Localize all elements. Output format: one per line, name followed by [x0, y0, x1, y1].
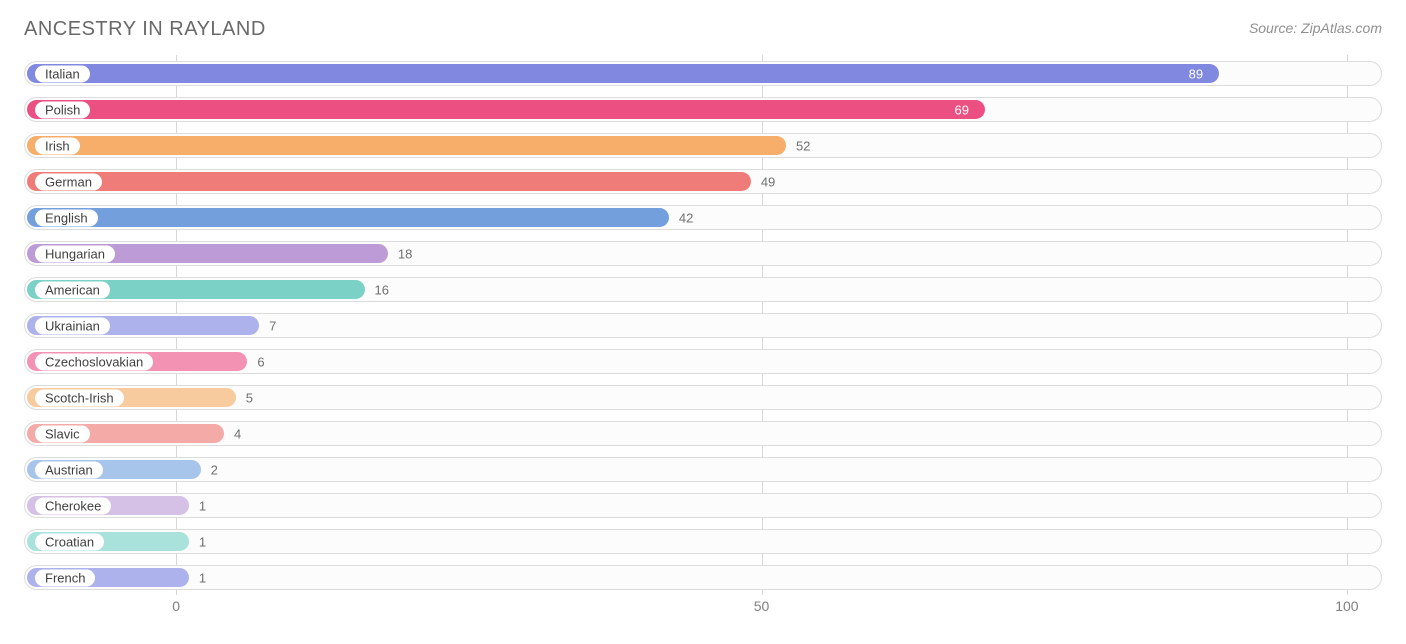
value-label: 7 — [269, 318, 276, 333]
bars-container: Italian89Polish69Irish52German49English4… — [24, 55, 1382, 590]
bar-row: Croatian 1 — [24, 529, 1382, 554]
category-label: Irish — [35, 137, 80, 154]
x-axis: 0 50 100 — [24, 594, 1382, 624]
category-label: Hungarian — [35, 245, 115, 262]
category-label: English — [35, 209, 98, 226]
x-tick: 0 — [172, 598, 180, 614]
value-label: 1 — [199, 570, 206, 585]
bar-row: Scotch-Irish 5 — [24, 385, 1382, 410]
bar-row: Cherokee 1 — [24, 493, 1382, 518]
bar-row: German 49 — [24, 169, 1382, 194]
bar-row: Ukrainian 7 — [24, 313, 1382, 338]
bar-row: Slavic 4 — [24, 421, 1382, 446]
category-label: French — [35, 569, 95, 586]
chart-area: Italian89Polish69Irish52German49English4… — [0, 51, 1406, 595]
category-label: Polish — [35, 101, 90, 118]
x-tick: 100 — [1335, 598, 1358, 614]
value-label: 89 — [1189, 66, 1203, 81]
category-label: German — [35, 173, 102, 190]
category-label: Croatian — [35, 533, 104, 550]
value-label: 5 — [246, 390, 253, 405]
category-label: Austrian — [35, 461, 103, 478]
value-label: 49 — [761, 174, 775, 189]
bar-row: Italian 89 — [24, 61, 1382, 86]
value-label: 52 — [796, 138, 810, 153]
x-tick: 50 — [754, 598, 770, 614]
category-label: Czechoslovakian — [35, 353, 153, 370]
category-label: Scotch-Irish — [35, 389, 124, 406]
bar-fill — [27, 136, 786, 155]
bar-row: American 16 — [24, 277, 1382, 302]
category-label: Italian — [35, 65, 90, 82]
bar-fill — [27, 208, 669, 227]
bar-row: English 42 — [24, 205, 1382, 230]
chart-plot: Italian89Polish69Irish52German49English4… — [24, 55, 1382, 595]
bar-row: Irish 52 — [24, 133, 1382, 158]
bar-row: Austrian 2 — [24, 457, 1382, 482]
chart-header: ANCESTRY IN RAYLAND Source: ZipAtlas.com — [0, 0, 1406, 51]
value-label: 69 — [955, 102, 969, 117]
value-label: 1 — [199, 498, 206, 513]
value-label: 6 — [257, 354, 264, 369]
value-label: 2 — [211, 462, 218, 477]
value-label: 4 — [234, 426, 241, 441]
chart-title: ANCESTRY IN RAYLAND — [24, 18, 266, 41]
value-label: 16 — [375, 282, 389, 297]
bar-row: Polish 69 — [24, 97, 1382, 122]
value-label: 18 — [398, 246, 412, 261]
category-label: American — [35, 281, 110, 298]
bar-row: Czechoslovakian 6 — [24, 349, 1382, 374]
bar-row: Hungarian 18 — [24, 241, 1382, 266]
value-label: 42 — [679, 210, 693, 225]
bar-fill — [27, 172, 751, 191]
bar-row: French 1 — [24, 565, 1382, 590]
category-label: Cherokee — [35, 497, 111, 514]
bar-fill — [27, 64, 1219, 83]
category-label: Ukrainian — [35, 317, 110, 334]
bar-fill — [27, 100, 985, 119]
category-label: Slavic — [35, 425, 90, 442]
value-label: 1 — [199, 534, 206, 549]
source-label: Source: ZipAtlas.com — [1249, 18, 1382, 36]
